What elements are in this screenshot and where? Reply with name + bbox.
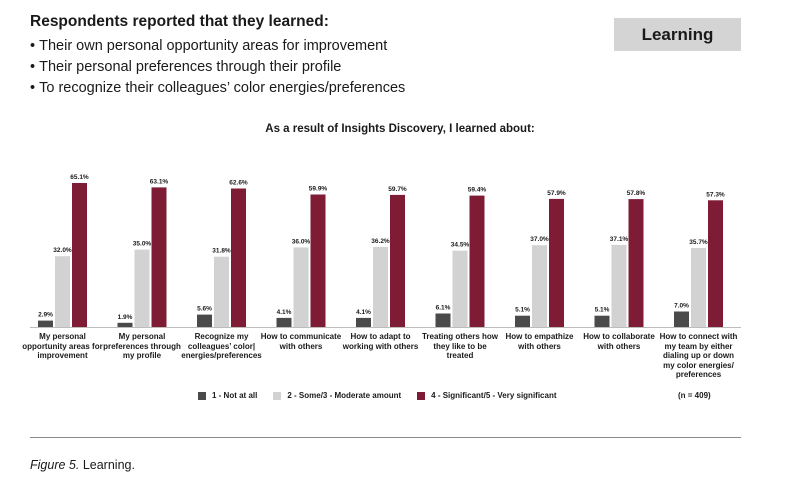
category-label: My personal preferences through my profi… <box>103 332 181 360</box>
bar-significant <box>390 194 405 327</box>
legend-item: 2 - Some/3 - Moderate amount <box>273 391 401 400</box>
data-label: 65.1% <box>70 174 89 181</box>
bar-not-at-all <box>674 311 689 327</box>
bar-significant <box>628 199 644 327</box>
chart-title: As a result of Insights Discovery, I lea… <box>265 123 535 135</box>
bar-significant <box>72 183 87 327</box>
bar-significant <box>549 198 564 327</box>
bar-not-at-all <box>515 315 530 327</box>
divider <box>30 437 741 438</box>
bar-not-at-all <box>117 322 133 327</box>
data-label: 32.0% <box>53 247 72 254</box>
category-label: My personal opportunity areas for improv… <box>22 332 103 360</box>
bar-not-at-all <box>594 315 610 327</box>
data-label: 59.9% <box>309 186 328 193</box>
category-label: How to empathize with others <box>505 332 574 351</box>
page-heading: Respondents reported that they learned: <box>30 13 329 30</box>
bar-not-at-all <box>197 314 212 327</box>
category-label: How to adapt to working with others <box>342 332 419 351</box>
data-label: 5.6% <box>197 306 212 313</box>
data-label: 34.5% <box>451 242 470 249</box>
data-label: 57.8% <box>627 190 646 197</box>
bar-moderate <box>691 248 706 327</box>
data-label: 35.7% <box>689 239 708 246</box>
legend-swatch-moderate <box>273 391 282 400</box>
data-label: 59.4% <box>468 187 487 194</box>
figure-text: Learning. <box>79 458 135 472</box>
data-label: 57.3% <box>706 191 725 198</box>
data-label: 6.1% <box>436 305 451 312</box>
category-label: How to collaborate with others <box>583 332 655 351</box>
category-label: How to communicate with others <box>260 332 342 351</box>
data-label: 57.9% <box>547 190 566 197</box>
bar-moderate <box>611 244 627 327</box>
data-label: 2.9% <box>38 312 53 319</box>
category-label: Treating others how they like to be trea… <box>421 332 498 360</box>
data-label: 63.1% <box>150 178 169 185</box>
bar-moderate <box>134 249 150 327</box>
bar-not-at-all <box>356 317 371 327</box>
bar-significant <box>469 195 485 327</box>
data-label: 5.1% <box>515 307 530 314</box>
data-label: 36.0% <box>292 238 311 245</box>
figure-label: Figure 5. <box>30 458 80 472</box>
bar-moderate <box>55 256 70 327</box>
legend-item: 1 - Not at all <box>198 391 257 400</box>
bar-not-at-all <box>435 313 451 327</box>
legend-label: 4 - Significant/5 - Very significant <box>431 391 557 400</box>
bar-moderate <box>293 247 309 327</box>
bullet-item: Their own personal opportunity areas for… <box>30 36 405 57</box>
bar-significant <box>310 194 326 327</box>
bullet-item: To recognize their colleagues’ color ene… <box>30 78 405 99</box>
data-label: 36.2% <box>371 238 390 245</box>
data-label: 7.0% <box>674 303 689 310</box>
data-label: 4.1% <box>356 309 371 316</box>
category-label: How to connect with my team by either di… <box>659 332 738 379</box>
legend-label: 2 - Some/3 - Moderate amount <box>287 391 402 400</box>
legend-label: 1 - Not at all <box>212 391 258 400</box>
bar-significant <box>708 200 723 327</box>
bar-significant <box>151 187 167 327</box>
figure-caption: Figure 5. Learning. <box>30 458 135 472</box>
legend-swatch-significant <box>417 391 426 400</box>
bar-moderate <box>532 245 547 327</box>
data-label: 4.1% <box>277 309 292 316</box>
legend-swatch-not-at-all <box>198 391 206 400</box>
section-badge: Learning <box>614 18 741 51</box>
bar-not-at-all <box>276 317 292 327</box>
category-label: Recognize my colleagues’ color| energies… <box>181 332 262 360</box>
bar-moderate <box>214 256 229 327</box>
data-label: 5.1% <box>595 307 610 314</box>
learning-bullet-list: Their own personal opportunity areas for… <box>30 36 405 99</box>
data-label: 1.9% <box>118 314 133 321</box>
bar-not-at-all <box>38 320 53 327</box>
data-label: 35.0% <box>133 241 152 248</box>
data-label: 59.7% <box>388 186 407 193</box>
sample-size-note: (n = 409) <box>678 391 711 400</box>
data-label: 62.6% <box>229 180 248 187</box>
bar-moderate <box>452 250 468 327</box>
chart-legend: 1 - Not at all 2 - Some/3 - Moderate amo… <box>198 391 573 400</box>
legend-item: 4 - Significant/5 - Very significant <box>417 391 557 400</box>
bar-significant <box>231 188 246 327</box>
data-label: 31.8% <box>212 248 231 255</box>
bar-moderate <box>373 246 388 327</box>
bullet-item: Their personal preferences through their… <box>30 57 405 78</box>
data-label: 37.0% <box>530 236 549 243</box>
data-label: 37.1% <box>610 236 629 243</box>
